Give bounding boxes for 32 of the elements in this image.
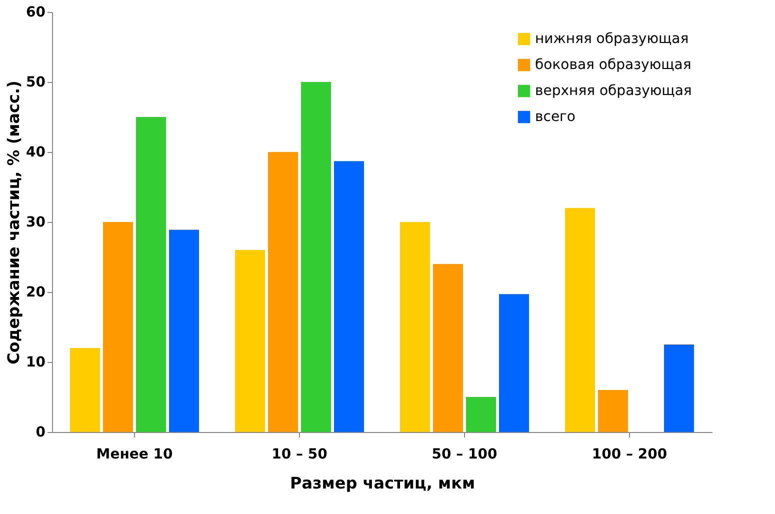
x-axis-title: Размер частиц, мкм xyxy=(290,474,476,492)
y-tick-label: 50 xyxy=(26,74,46,90)
y-tick-label: 40 xyxy=(26,144,46,160)
y-tick-label: 20 xyxy=(26,284,46,300)
y-tick-label: 10 xyxy=(26,354,46,370)
x-tick-label: 100 – 200 xyxy=(592,446,668,462)
x-tick-label: 10 – 50 xyxy=(272,446,328,462)
bar xyxy=(169,230,199,432)
legend-label: всего xyxy=(535,109,576,125)
bar xyxy=(70,348,100,432)
legend-label: нижняя образующая xyxy=(535,31,689,47)
bar xyxy=(433,264,463,432)
bar xyxy=(235,250,265,432)
legend-label: боковая образующая xyxy=(535,57,692,73)
bar xyxy=(466,397,496,432)
x-tick-label: Менее 10 xyxy=(96,446,173,462)
bar xyxy=(268,152,298,432)
x-tick-label: 50 – 100 xyxy=(432,446,498,462)
bar xyxy=(136,117,166,432)
y-tick-label: 30 xyxy=(26,214,46,230)
y-tick-label: 0 xyxy=(36,424,46,440)
bar xyxy=(664,344,694,432)
bar xyxy=(301,82,331,432)
bar xyxy=(598,390,628,432)
bar xyxy=(103,222,133,432)
legend-label: верхняя образующая xyxy=(535,83,692,99)
bar xyxy=(499,294,529,432)
y-axis-title: Содержание частиц, % (масс.) xyxy=(4,80,24,364)
bar xyxy=(400,222,430,432)
bar xyxy=(334,161,364,432)
bar xyxy=(565,208,595,432)
y-tick-label: 60 xyxy=(26,4,46,20)
